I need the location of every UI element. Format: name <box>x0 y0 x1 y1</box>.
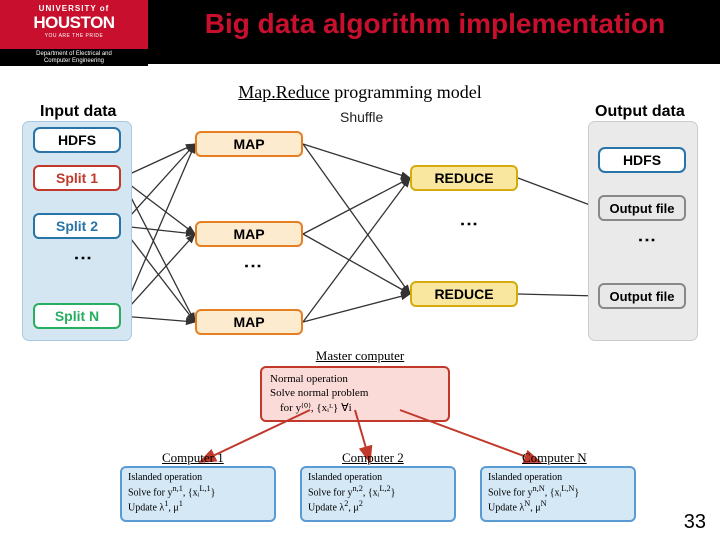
mapreduce-diagram: Input data HDFS Split 1 Split 2 ⋮ Split … <box>0 105 720 350</box>
master-line1: Normal operation <box>270 372 440 386</box>
computer-label-1: Computer 1 <box>162 450 224 466</box>
outfile-2: Output file <box>598 283 686 309</box>
split-1: Split 1 <box>33 165 121 191</box>
logo-houston: HOUSTON <box>0 13 148 33</box>
computer-box-2: Islanded operationSolve for yn,2, {xᵢL,2… <box>300 466 456 522</box>
map-2: MAP <box>195 221 303 247</box>
master-line2: Solve normal problem <box>270 386 440 400</box>
hdfs-output: HDFS <box>598 147 686 173</box>
logo-tagline: YOU ARE THE PRIDE <box>0 33 148 39</box>
hdfs-input: HDFS <box>33 127 121 153</box>
computer-label-3: Computer N <box>522 450 587 466</box>
split-n: Split N <box>33 303 121 329</box>
master-area: Master computer Normal operation Solve n… <box>260 348 460 422</box>
outfile-1: Output file <box>598 195 686 221</box>
output-label: Output data <box>595 103 685 121</box>
map-ellipsis: ⋮ <box>242 257 264 272</box>
header: UNIVERSITY of HOUSTON YOU ARE THE PRIDE … <box>0 0 720 64</box>
dept-line1: Department of Electrical and <box>0 51 148 58</box>
dept-band: Department of Electrical and Computer En… <box>0 49 148 66</box>
shuffle-label: Shuffle <box>340 109 383 125</box>
output-ellipsis: ⋮ <box>636 231 658 246</box>
master-line3: for y⁽⁰⁾, {xᵢᴸ} ∀i <box>270 401 440 415</box>
subtitle-underlined: Map.Reduce <box>238 82 329 102</box>
slide-title: Big data algorithm implementation <box>160 8 710 40</box>
dept-line2: Computer Engineering <box>0 58 148 65</box>
subtitle-rest: programming model <box>330 82 482 102</box>
page-number: 33 <box>684 511 706 534</box>
computer-label-2: Computer 2 <box>342 450 404 466</box>
reduce-1: REDUCE <box>410 165 518 191</box>
subtitle: Map.Reduce programming model <box>0 82 720 103</box>
computer-box-3: Islanded operationSolve for yn,N, {xᵢL,N… <box>480 466 636 522</box>
input-label: Input data <box>40 103 116 121</box>
input-ellipsis: ⋮ <box>72 249 94 264</box>
master-label: Master computer <box>260 348 460 364</box>
computer-box-1: Islanded operationSolve for yn,1, {xᵢL,1… <box>120 466 276 522</box>
master-box: Normal operation Solve normal problem fo… <box>260 366 450 422</box>
reduce-2: REDUCE <box>410 281 518 307</box>
logo-university-of: UNIVERSITY of <box>0 0 148 13</box>
reduce-ellipsis: ⋮ <box>458 215 480 230</box>
split-2: Split 2 <box>33 213 121 239</box>
map-3: MAP <box>195 309 303 335</box>
map-1: MAP <box>195 131 303 157</box>
